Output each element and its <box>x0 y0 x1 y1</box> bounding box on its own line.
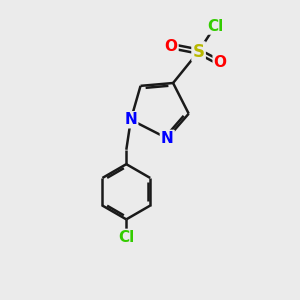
Text: O: O <box>164 39 178 54</box>
Text: N: N <box>124 112 137 127</box>
Text: Cl: Cl <box>118 230 134 245</box>
Text: S: S <box>193 43 205 61</box>
Text: Cl: Cl <box>207 19 223 34</box>
Text: O: O <box>214 56 227 70</box>
Text: N: N <box>161 131 174 146</box>
